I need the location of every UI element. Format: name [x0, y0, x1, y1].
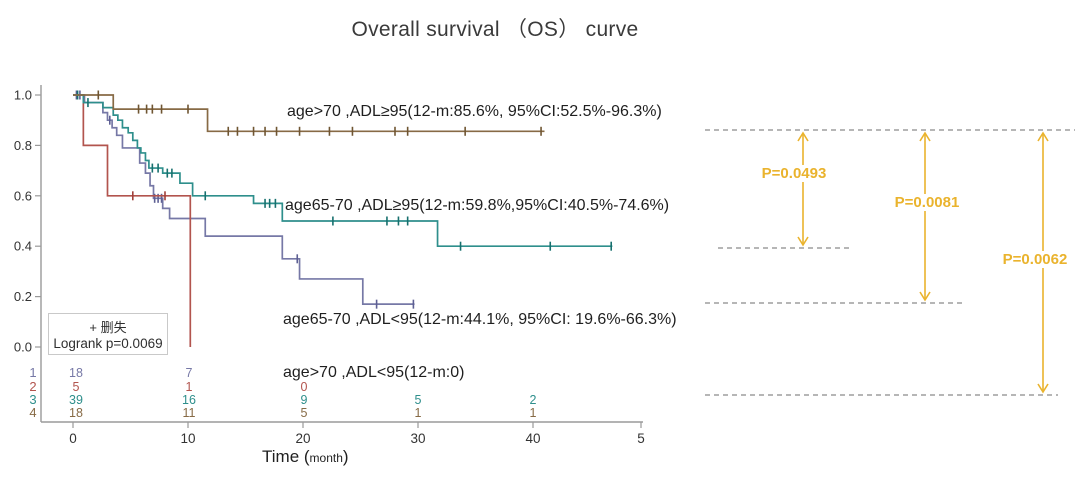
x-tick-label: 10 — [180, 431, 195, 446]
risk-count: 1 — [186, 380, 193, 394]
x-axis-title-unit: month — [309, 451, 343, 465]
risk-row-index: 4 — [29, 405, 36, 420]
risk-count: 18 — [69, 366, 83, 380]
risk-count: 16 — [182, 393, 196, 407]
logrank-p-label: Logrank p=0.0069 — [53, 336, 163, 351]
dashed-reference-lines — [705, 129, 1075, 396]
risk-row-index: 1 — [29, 365, 36, 380]
x-axis-title-suffix: ) — [342, 447, 349, 466]
risk-count: 39 — [69, 393, 83, 407]
risk-count: 1 — [415, 406, 422, 420]
x-axis-title-prefix: Time ( — [262, 447, 310, 466]
risk-count: 1 — [530, 406, 537, 420]
curve-label-age-gt70-adl-ge95: age>70 ,ADL≥95(12-m:85.6%, 95%CI:52.5%-9… — [287, 103, 662, 120]
risk-count: 11 — [183, 406, 196, 420]
x-axis-title: Time (month) — [262, 447, 349, 467]
curve-label-age-gt70-adl-lt95: age>70 ,ADL<95(12-m:0) — [283, 364, 465, 381]
pvalue-label-3: P=0.0062 — [988, 251, 1080, 268]
risk-table-row-4: 4 18 11 5 1 1 — [29, 405, 536, 420]
risk-table-row-2: 2 5 1 0 — [29, 379, 307, 394]
x-tick-label: 30 — [410, 431, 425, 446]
risk-row-index: 3 — [29, 392, 36, 407]
censor-legend-label: + 删失 — [89, 320, 127, 335]
y-tick-label: 0.4 — [14, 239, 32, 254]
censor-marks-3 — [76, 90, 613, 251]
y-tick-label: 0.6 — [14, 188, 32, 203]
page-title: Overall survival （OS） curve — [351, 18, 639, 41]
y-tick-label: 0.8 — [14, 138, 32, 153]
risk-count: 7 — [186, 366, 193, 380]
curve-label-age65-70-adl-ge95: age65-70 ,ADL≥95(12-m:59.8%,95%CI:40.5%-… — [285, 197, 670, 214]
y-tick-label: 1.0 — [14, 88, 32, 103]
risk-count: 5 — [301, 406, 308, 420]
pvalue-label-2: P=0.0081 — [879, 194, 975, 211]
risk-table-row-3: 3 39 16 9 5 2 — [29, 392, 536, 407]
survival-curve-4 — [73, 90, 545, 136]
risk-count: 5 — [73, 380, 80, 394]
risk-count: 18 — [69, 406, 83, 420]
censor-legend-box: + 删失 Logrank p=0.0069 — [48, 313, 168, 355]
x-tick-label: 20 — [295, 431, 310, 446]
pvalue-label-1: P=0.0493 — [747, 165, 841, 182]
x-tick-label: 40 — [525, 431, 540, 446]
curve-label-age65-70-adl-lt95: age65-70 ,ADL<95(12-m:44.1%, 95%CI: 19.6… — [283, 311, 677, 328]
risk-count: 5 — [415, 393, 422, 407]
axes: 1.00.80.60.40.20.00 10 20 30 40 5 — [14, 85, 645, 446]
risk-count: 9 — [301, 393, 308, 407]
x-tick-label: 5 — [637, 431, 645, 446]
risk-row-index: 2 — [29, 379, 36, 394]
censor-marks-2 — [132, 191, 166, 201]
risk-count: 2 — [530, 393, 537, 407]
risk-table-row-1: 1 18 7 — [29, 365, 192, 380]
risk-count: 0 — [301, 380, 308, 394]
y-tick-label: 0.0 — [14, 340, 32, 355]
survival-curve-3 — [73, 90, 613, 251]
censor-marks-4 — [97, 90, 542, 136]
x-tick-label: 0 — [69, 431, 77, 446]
y-tick-label: 0.2 — [14, 289, 32, 304]
